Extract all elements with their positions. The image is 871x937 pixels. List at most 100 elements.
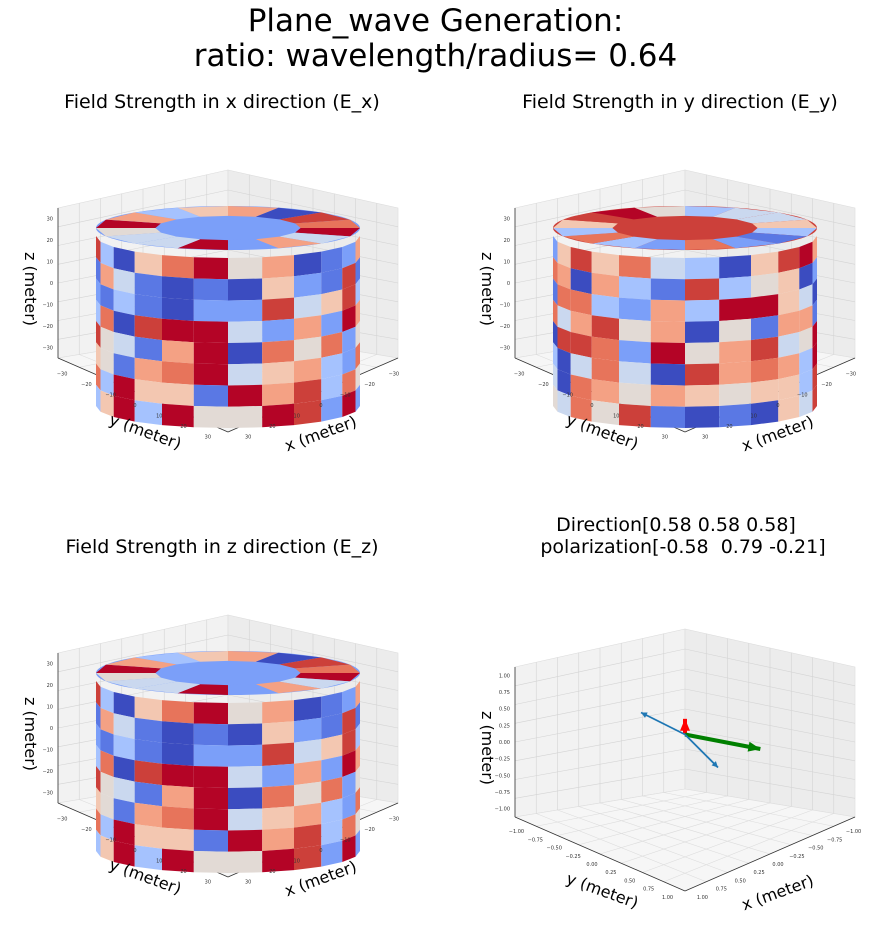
plot-ez-facet xyxy=(321,819,343,846)
plot-ey-facet xyxy=(778,374,800,401)
plot-ex-facet xyxy=(294,272,322,298)
plot-ex-cap-patch xyxy=(177,239,228,250)
plot-quiver-y-tick: −0.50 xyxy=(547,846,562,852)
plot-quiver-x-tick: 0.00 xyxy=(772,862,783,868)
plot-ez-x-tick: 0 xyxy=(319,848,322,854)
plot-ez-x-tick: 30 xyxy=(245,880,251,886)
plot-ey-z-tick: −30 xyxy=(499,345,510,351)
plot-ez-cap-patch xyxy=(295,664,360,673)
plot-ey-facet xyxy=(570,395,592,422)
plot-ex-facet xyxy=(162,276,194,300)
plot-ez-facet xyxy=(162,785,194,809)
plot-ex-facet xyxy=(113,332,135,358)
plot-ex-facet xyxy=(342,262,356,290)
plot-ex-facet xyxy=(262,318,294,343)
plot-ex-facet xyxy=(96,342,101,370)
plot-ey-cap-patch xyxy=(634,239,685,250)
plot-ex-cap-patch xyxy=(106,212,177,224)
plot-ez-facet xyxy=(96,681,101,708)
plot-ez-facet xyxy=(262,848,294,873)
plot-ex-facet xyxy=(342,347,356,375)
plot-ey-facet xyxy=(619,255,651,279)
plot-ez-facet xyxy=(100,814,114,841)
plot-ey-facet xyxy=(719,255,751,279)
plot-quiver-z-tick: 1.00 xyxy=(499,673,510,679)
plot-ez-facet xyxy=(294,717,322,743)
plot-ez-facet xyxy=(162,827,194,851)
plot-ey-y-tick: 30 xyxy=(662,435,668,441)
plot-ey-facet xyxy=(591,379,619,404)
plot-ez-facet xyxy=(262,827,294,851)
plot-ey-cap-patch xyxy=(712,236,779,249)
plot-ex-facet xyxy=(193,384,228,407)
plot-ez-z-tick: 10 xyxy=(47,705,53,711)
plot-ey-facet xyxy=(799,305,813,332)
plot-ez-facet xyxy=(113,798,135,825)
plot-quiver-gridline xyxy=(514,708,856,743)
plot-ex-facet xyxy=(134,294,162,319)
plot-ex-facet xyxy=(100,347,114,375)
plot-ex-facet xyxy=(321,332,343,358)
plot-ey-z-tick: 10 xyxy=(504,260,510,266)
plot-ey-facet xyxy=(570,374,592,401)
plot-ey-cap-patch xyxy=(752,219,817,228)
subplot-title-ey: Field Strength in y direction (E_y) xyxy=(522,91,838,113)
plot-ex-facet xyxy=(342,326,356,354)
plot-ey-facet xyxy=(557,305,571,332)
plot-ex-cap-patch xyxy=(106,232,177,244)
plot-ex-facet xyxy=(262,297,294,321)
plot-ex-cap-patch xyxy=(96,228,161,237)
plot-ey-facet xyxy=(685,278,720,301)
plot-ey-facet xyxy=(778,332,800,358)
plot-ex-facet xyxy=(342,305,356,332)
plot-ez-facet xyxy=(134,824,162,849)
plot-ex-z-tick: 20 xyxy=(47,238,53,244)
plot-quiver-y-tick: 0.75 xyxy=(643,887,654,893)
plot-ex-cap-patch xyxy=(228,206,279,217)
plot-ey-facet xyxy=(619,276,651,300)
plot-ex-cap-patch xyxy=(96,219,161,228)
plot-ex-facet xyxy=(355,384,360,412)
plot-ez-facet xyxy=(321,755,343,782)
figure-title-line1: Plane_wave Generation: xyxy=(247,3,624,39)
plot-ez-cap-patch xyxy=(279,677,350,689)
plot-quiver: 1.000.750.500.250.00−0.25−0.50−0.75−1.00… xyxy=(478,628,861,914)
plot-ex-facet xyxy=(96,278,101,306)
plot-ex-z-tick: −10 xyxy=(42,302,53,308)
plot-quiver-y-tick: −0.25 xyxy=(565,854,580,860)
plot-ex-facet xyxy=(134,251,162,277)
plot-ez-facet xyxy=(228,766,263,788)
plot-ey-facet xyxy=(799,347,813,375)
plot-ex-facet xyxy=(262,361,294,385)
plot-ez-z-tick: −30 xyxy=(42,790,53,796)
plot-quiver-gridline xyxy=(514,648,856,687)
plot-ex-cap-patch xyxy=(177,206,228,217)
plot-ez-facet xyxy=(228,787,263,810)
plot-ez-facet xyxy=(342,792,356,820)
plot-ey-facet xyxy=(685,406,720,428)
plot-quiver-gridline xyxy=(663,792,834,827)
plot-ey-y-tick: −10 xyxy=(562,392,573,398)
plot-ey-facet xyxy=(812,236,817,263)
plot-ex-facet xyxy=(162,318,194,343)
plot-ex-facet xyxy=(162,255,194,279)
plot-ey-cap-patch xyxy=(685,239,736,250)
plot-ey-facet xyxy=(799,369,813,396)
plot-ey-facet xyxy=(719,340,751,364)
plot-ex-facet xyxy=(342,369,356,396)
plot-ey-facet xyxy=(553,384,558,412)
plot-ey-facet xyxy=(591,400,619,426)
plot-ey-facet xyxy=(751,272,779,298)
plot-quiver-x-tick: 0.75 xyxy=(716,887,727,893)
plot-ex-cap-patch xyxy=(134,236,201,249)
plot-ez-cap-patch xyxy=(106,677,177,689)
plot-ez-facet xyxy=(342,686,356,714)
plot-ey-facet xyxy=(570,268,592,295)
plot-ey-facet xyxy=(570,310,592,337)
plot-ex-facet xyxy=(262,382,294,406)
plot-ez-facet xyxy=(162,848,194,873)
plot-ey-x-tick: 30 xyxy=(702,435,708,441)
plot-ey-x-tick: 10 xyxy=(751,414,757,420)
plot-ey-facet xyxy=(591,336,619,362)
